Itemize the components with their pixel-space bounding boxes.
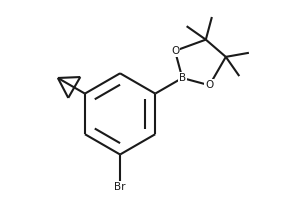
Text: O: O [171, 46, 179, 56]
Text: O: O [205, 80, 214, 90]
Text: B: B [179, 73, 186, 83]
Text: Br: Br [114, 182, 126, 192]
